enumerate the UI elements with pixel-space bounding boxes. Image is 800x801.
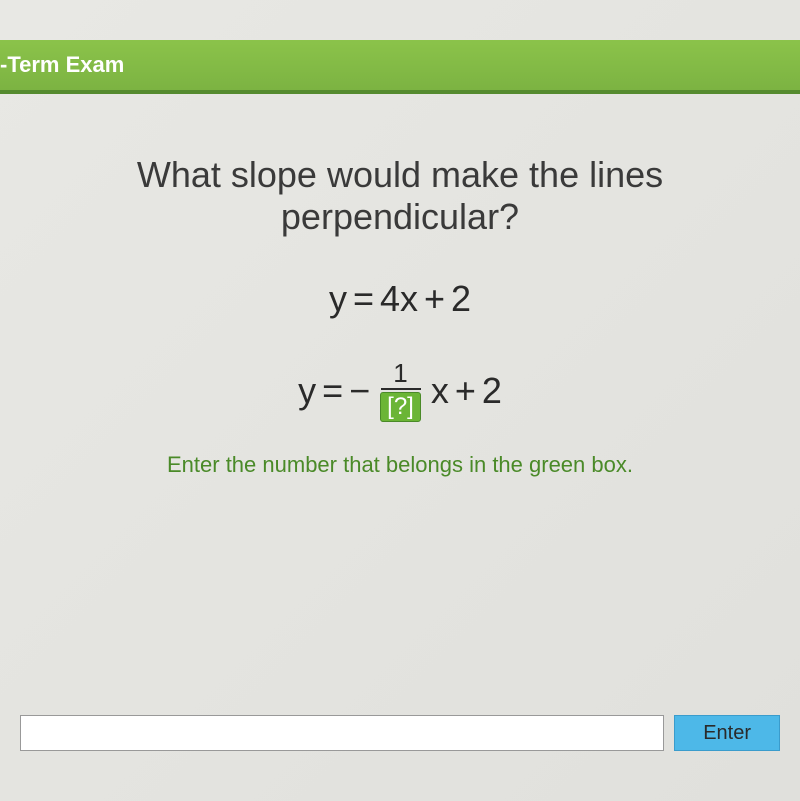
answer-input[interactable]	[20, 715, 664, 751]
question-area: What slope would make the lines perpendi…	[0, 94, 800, 498]
equation-2: y = − 1 [?] x + 2	[40, 360, 760, 422]
eq1-equals: =	[353, 278, 374, 320]
eq2-op: +	[455, 370, 476, 412]
eq2-numerator: 1	[381, 360, 421, 390]
eq2-equals: =	[322, 370, 343, 412]
equation-1: y = 4x + 2	[40, 278, 760, 320]
eq1-op: +	[424, 278, 445, 320]
answer-placeholder-box: [?]	[380, 392, 421, 422]
eq1-lhs: y	[329, 278, 347, 320]
eq2-var: x	[431, 370, 449, 412]
enter-button[interactable]: Enter	[674, 715, 780, 751]
eq2-lhs: y	[298, 370, 316, 412]
eq1-const: 2	[451, 278, 471, 320]
eq1-coef: 4x	[380, 278, 418, 320]
exam-header: -Term Exam	[0, 40, 800, 94]
question-text-line1: What slope would make the lines	[40, 154, 760, 196]
hint-text: Enter the number that belongs in the gre…	[40, 452, 760, 478]
header-title: -Term Exam	[0, 52, 124, 77]
question-text-line2: perpendicular?	[40, 196, 760, 238]
answer-input-row: Enter	[20, 715, 780, 751]
eq2-negative: −	[349, 370, 370, 412]
eq2-denominator: [?]	[380, 390, 421, 422]
eq2-fraction: 1 [?]	[380, 360, 421, 422]
eq2-const: 2	[482, 370, 502, 412]
